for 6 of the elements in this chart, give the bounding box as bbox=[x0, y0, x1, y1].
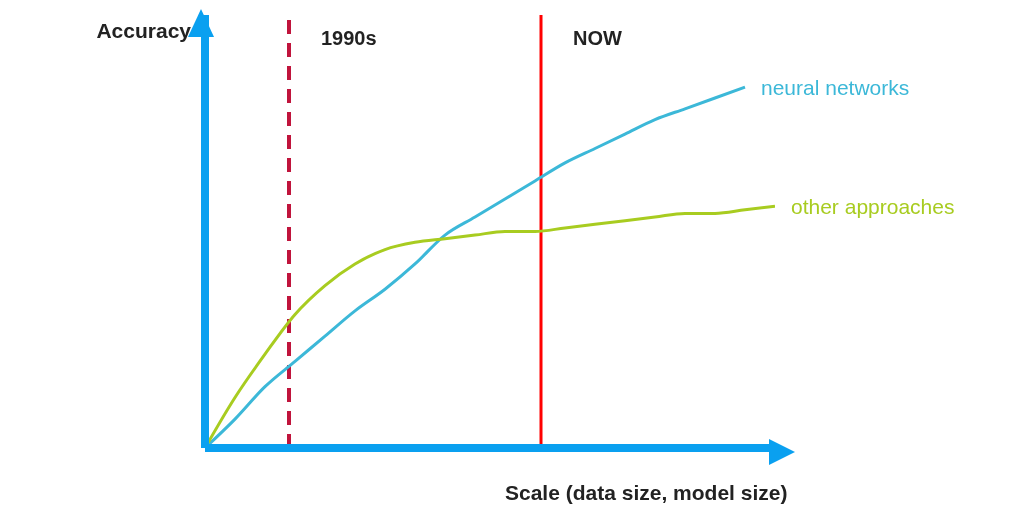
text: 1990s bbox=[321, 27, 377, 49]
x-axis-title: Scale (data size, model size) bbox=[505, 481, 788, 504]
text: NOW bbox=[573, 27, 622, 49]
series-label: other approaches bbox=[791, 195, 955, 219]
series-label: neural networks bbox=[761, 76, 910, 100]
y-axis-title: Accuracy bbox=[96, 19, 192, 42]
